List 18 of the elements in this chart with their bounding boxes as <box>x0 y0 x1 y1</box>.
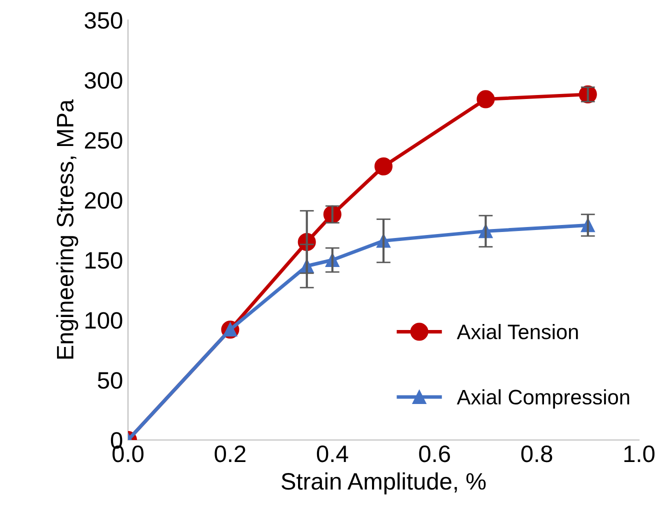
legend-label: Axial Compression <box>456 389 630 409</box>
point <box>476 90 495 108</box>
y-axis-title: Engineering Stress, MPa <box>56 99 78 359</box>
x-tick-label: 0.6 <box>419 445 450 462</box>
y-tick-label: 250 <box>84 132 122 149</box>
y-tick-label: 350 <box>84 12 122 29</box>
point <box>374 157 393 176</box>
y-tick-label: 50 <box>98 372 122 389</box>
y-tick-label: 200 <box>84 192 122 209</box>
y-tick-label: 100 <box>86 312 122 329</box>
y-tick-label: 300 <box>84 72 122 89</box>
x-tick-label: 0.8 <box>521 445 552 462</box>
legend-label: Axial Tension <box>456 324 578 340</box>
x-axis-title: Strain Amplitude, % <box>282 472 486 494</box>
x-tick-label: 0.4 <box>316 445 348 462</box>
x-tick-label: 0.2 <box>214 445 246 462</box>
y-tick-label: 150 <box>86 252 122 269</box>
x-tick-label: 1.0 <box>624 445 654 462</box>
